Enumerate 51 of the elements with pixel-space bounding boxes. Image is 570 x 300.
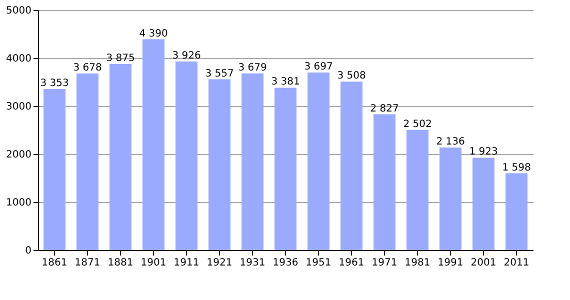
x-tick-label: 1911 — [174, 258, 200, 268]
data-label: 3 557 — [205, 68, 234, 80]
bar — [506, 173, 528, 250]
x-tick-label: 1981 — [404, 258, 430, 268]
x-tick-label: 1971 — [372, 258, 398, 268]
bar — [176, 62, 198, 250]
x-tick-label: 1921 — [206, 258, 232, 268]
bar — [142, 39, 164, 250]
data-label: 3 875 — [106, 53, 135, 64]
data-label: 1 598 — [502, 162, 531, 174]
bar — [308, 72, 330, 250]
data-label: 3 508 — [337, 70, 366, 82]
x-tick-label: 1931 — [240, 258, 266, 268]
data-label: 3 353 — [40, 78, 69, 90]
bar — [208, 79, 230, 250]
x-tick-label: 1861 — [42, 258, 68, 268]
bar — [44, 89, 66, 250]
data-label: 2 136 — [436, 136, 465, 148]
y-tick-label: 0 — [25, 246, 32, 256]
bar — [440, 147, 462, 250]
data-label: 3 679 — [238, 62, 267, 74]
x-tick-label: 1901 — [140, 258, 166, 268]
bar — [274, 88, 296, 250]
data-label: 3 926 — [172, 50, 201, 62]
bar — [76, 73, 98, 250]
bar — [340, 82, 362, 250]
x-tick-label: 1881 — [108, 258, 134, 268]
x-tick-label: 1961 — [338, 258, 364, 268]
data-label: 4 390 — [139, 28, 168, 40]
x-tick-label: 1951 — [306, 258, 332, 268]
x-tick-label: 1936 — [272, 258, 298, 268]
x-tick-label: 2001 — [470, 258, 496, 268]
data-label: 3 697 — [304, 62, 333, 73]
bar — [374, 114, 396, 250]
data-label: 2 827 — [370, 103, 399, 114]
bar — [242, 73, 264, 250]
bar — [110, 64, 132, 250]
data-label: 1 923 — [469, 146, 498, 158]
data-label: 3 381 — [271, 76, 300, 88]
bar — [406, 130, 428, 250]
y-tick-label: 4000 — [6, 54, 32, 64]
data-label: 3 678 — [73, 62, 102, 74]
y-tick-label: 1000 — [6, 198, 32, 208]
x-tick-label: 1871 — [74, 258, 100, 268]
data-label: 2 502 — [403, 118, 432, 130]
y-tick-label: 3000 — [6, 102, 32, 112]
x-tick-label: 1991 — [438, 258, 464, 268]
y-tick-label: 5000 — [6, 6, 32, 16]
y-tick-label: 2000 — [6, 150, 32, 160]
x-tick-label: 2011 — [504, 258, 530, 268]
bar — [472, 158, 494, 250]
